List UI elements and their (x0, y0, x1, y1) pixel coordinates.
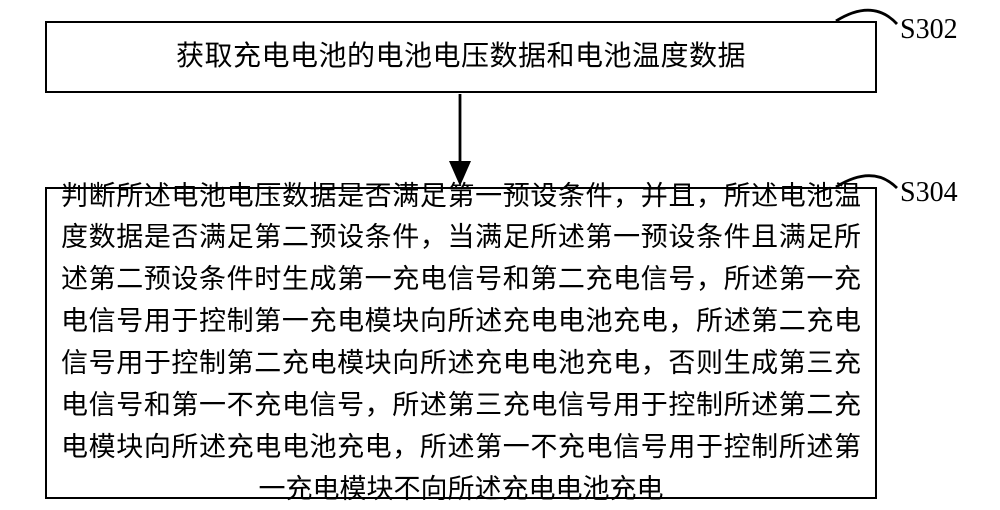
flow-arrow-1-2 (0, 0, 1000, 510)
